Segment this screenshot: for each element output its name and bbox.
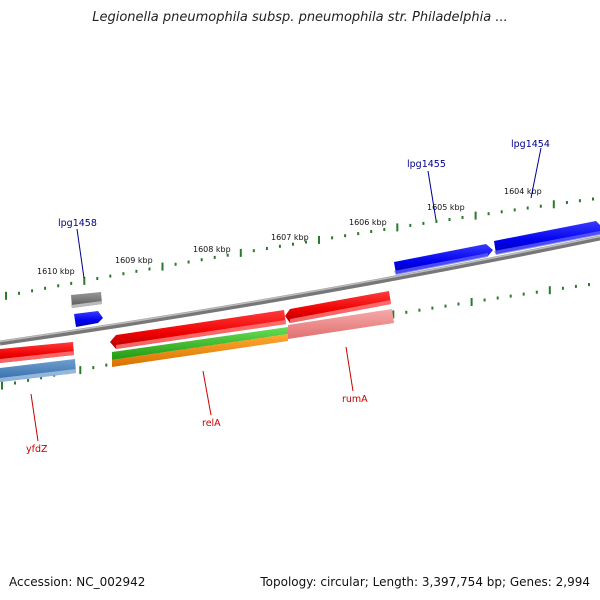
scale-tick-minor bbox=[539, 204, 542, 208]
kbp-label-1608: 1608 kbp bbox=[193, 245, 231, 254]
scale-tick-minor bbox=[40, 376, 43, 380]
scale-tick-minor bbox=[122, 272, 125, 276]
scale-tick-minor bbox=[409, 223, 412, 227]
scale-tick-minor bbox=[357, 232, 360, 236]
scale-tick-minor bbox=[252, 249, 255, 253]
scale-tick-minor bbox=[105, 363, 108, 367]
scale-tick-major bbox=[161, 262, 164, 271]
accession-text: Accession: NC_002942 bbox=[9, 575, 146, 589]
scale-tick-minor bbox=[135, 269, 138, 273]
scale-tick-major bbox=[1, 381, 3, 390]
kbp-label-1609: 1609 kbp bbox=[115, 256, 153, 265]
scale-tick-major bbox=[548, 286, 551, 295]
gene-yfdZ-lower[interactable] bbox=[0, 359, 76, 382]
scale-ticks-outer bbox=[5, 197, 594, 300]
scale-tick-minor bbox=[461, 216, 464, 219]
scale-tick-minor bbox=[14, 381, 16, 385]
scale-tick-minor bbox=[487, 212, 490, 216]
scale-tick-minor bbox=[483, 298, 486, 302]
scale-tick-minor bbox=[92, 366, 95, 370]
topology-summary: Topology: circular; Length: 3,397,754 bp… bbox=[260, 575, 590, 589]
kbp-label-1610: 1610 kbp bbox=[37, 267, 75, 276]
scale-tick-minor bbox=[578, 199, 581, 203]
scale-tick-minor bbox=[96, 277, 99, 280]
scale-tick-minor bbox=[383, 228, 386, 231]
scale-tick-minor bbox=[27, 378, 30, 382]
scale-tick-minor bbox=[535, 290, 538, 294]
scale-tick-major bbox=[239, 248, 242, 257]
scale-tick-minor bbox=[305, 240, 307, 244]
scale-tick-minor bbox=[405, 310, 408, 314]
genome-backbone bbox=[0, 235, 600, 346]
scale-tick-minor bbox=[18, 291, 20, 295]
scale-tick-minor bbox=[457, 302, 460, 306]
scale-tick-minor bbox=[109, 274, 112, 278]
scale-tick-minor bbox=[500, 210, 503, 214]
gene-relA-orange[interactable] bbox=[112, 334, 288, 367]
kbp-label-1604: 1604 kbp bbox=[504, 187, 542, 196]
scale-tick-minor bbox=[265, 247, 268, 250]
scale-tick-major bbox=[318, 235, 320, 244]
scale-tick-minor bbox=[422, 221, 425, 225]
scale-tick-minor bbox=[418, 308, 421, 312]
scale-tick-major bbox=[5, 291, 7, 300]
scale-tick-minor bbox=[148, 267, 151, 271]
scale-tick-minor bbox=[31, 289, 34, 293]
gene-label-lpg1458: lpg1458 bbox=[58, 218, 97, 229]
scale-tick-minor bbox=[509, 294, 512, 298]
scale-tick-minor bbox=[44, 286, 47, 290]
gene-lpg1458[interactable] bbox=[74, 311, 103, 327]
scale-tick-minor bbox=[57, 284, 60, 288]
scale-tick-minor bbox=[513, 208, 516, 212]
gene-lpg1458-pseudo[interactable] bbox=[71, 292, 102, 308]
kbp-label-1605: 1605 kbp bbox=[427, 203, 465, 212]
scale-tick-minor bbox=[431, 306, 434, 310]
scale-tick-minor bbox=[278, 244, 281, 248]
gene-label-lpg1454: lpg1454 bbox=[511, 139, 550, 150]
kbp-label-1607: 1607 kbp bbox=[271, 233, 309, 242]
gene-lpg1454[interactable] bbox=[494, 221, 600, 255]
scale-tick-minor bbox=[592, 197, 594, 201]
scale-tick-major bbox=[392, 310, 395, 319]
scale-tick-major bbox=[83, 276, 86, 285]
scale-tick-minor bbox=[561, 286, 564, 290]
gene-rumA-lower[interactable] bbox=[288, 309, 394, 339]
gene-label-lpg1455: lpg1455 bbox=[407, 159, 446, 170]
scale-tick-minor bbox=[187, 260, 190, 264]
scale-tick-minor bbox=[435, 219, 438, 223]
map-title: Legionella pneumophila subsp. pneumophil… bbox=[92, 10, 508, 25]
scale-tick-minor bbox=[174, 262, 177, 266]
scale-tick-minor bbox=[344, 234, 347, 238]
scale-tick-minor bbox=[370, 230, 373, 233]
scale-tick-minor bbox=[213, 255, 216, 259]
scale-tick-minor bbox=[444, 304, 447, 308]
scale-tick-minor bbox=[522, 292, 525, 296]
gene-yfdZ[interactable] bbox=[0, 342, 74, 363]
scale-tick-minor bbox=[588, 283, 590, 287]
gene-label-relA: relA bbox=[202, 418, 221, 429]
scale-tick-major bbox=[552, 200, 555, 209]
gene-relA[interactable] bbox=[110, 310, 286, 349]
gene-label-yfdZ: yfdZ bbox=[26, 444, 48, 455]
scale-tick-major bbox=[470, 298, 473, 306]
gene-relA-green[interactable] bbox=[112, 327, 288, 360]
scale-tick-minor bbox=[496, 296, 499, 300]
scale-tick-major bbox=[474, 211, 477, 220]
scale-tick-major bbox=[396, 223, 399, 232]
scale-tick-minor bbox=[200, 258, 203, 262]
scale-tick-major bbox=[79, 366, 82, 375]
scale-tick-minor bbox=[331, 236, 334, 240]
scale-tick-minor bbox=[565, 201, 568, 204]
gene-lpg1455[interactable] bbox=[394, 244, 493, 275]
scale-tick-minor bbox=[526, 206, 529, 210]
kbp-label-1606: 1606 kbp bbox=[349, 218, 387, 227]
scale-tick-minor bbox=[574, 284, 577, 288]
scale-tick-minor bbox=[70, 281, 73, 285]
gene-label-rumA: rumA bbox=[342, 394, 368, 405]
scale-tick-minor bbox=[292, 242, 294, 246]
scale-tick-minor bbox=[448, 218, 451, 221]
scale-tick-minor bbox=[226, 253, 229, 257]
gene-rumA[interactable] bbox=[285, 291, 391, 323]
